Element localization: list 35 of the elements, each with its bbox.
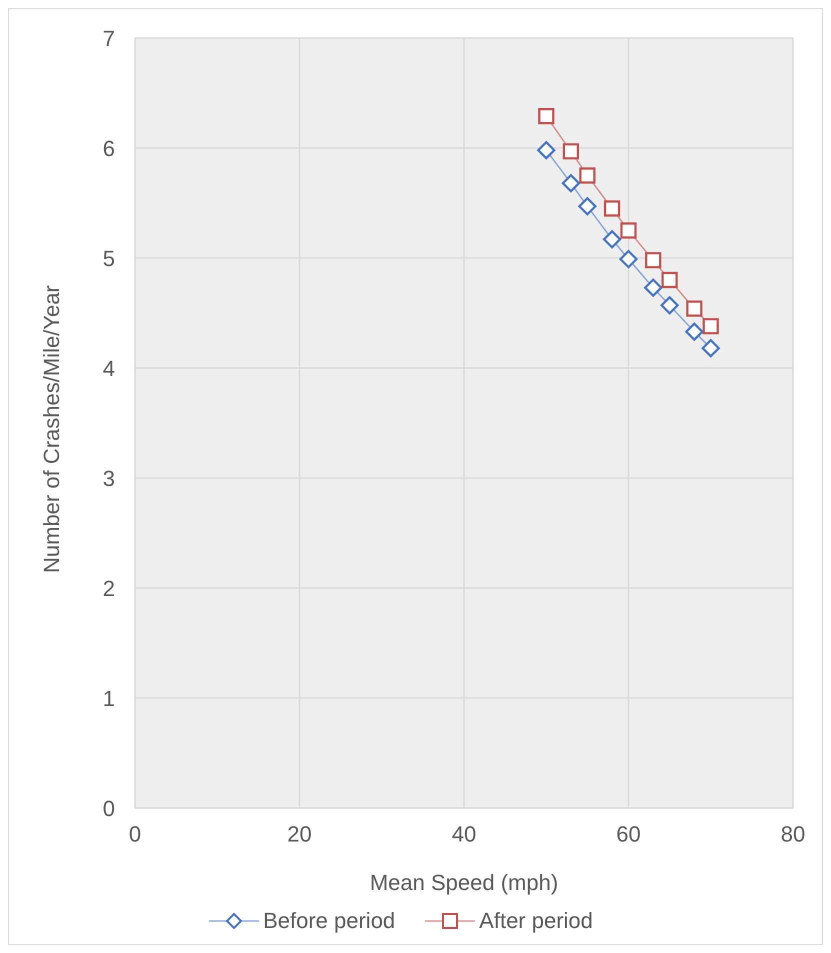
x-tick-label: 40 (452, 822, 476, 847)
x-tick-label: 60 (616, 822, 641, 847)
x-axis-title: Mean Speed (mph) (370, 870, 558, 895)
y-axis-title: Number of Crashes/Mile/Year (38, 285, 64, 573)
point (619, 250, 638, 268)
y-tick-label: 2 (102, 576, 115, 601)
y-tick-label: 7 (102, 26, 115, 51)
point (702, 339, 720, 358)
point (645, 252, 662, 268)
point (685, 322, 704, 341)
x-tick-label: 20 (287, 822, 312, 847)
y-tick-label: 5 (102, 246, 115, 271)
y-tick-label: 4 (102, 356, 115, 381)
point (562, 174, 580, 192)
y-tick-label: 3 (102, 466, 115, 491)
point (644, 278, 662, 297)
point (578, 197, 596, 216)
point (620, 222, 637, 239)
legend-label: After period (478, 908, 593, 934)
point (686, 300, 702, 317)
point (537, 141, 556, 160)
x-tick-label: 0 (128, 822, 142, 847)
y-tick-label: 0 (102, 796, 115, 821)
y-tick-label: 1 (102, 686, 115, 711)
point (602, 230, 622, 248)
point (702, 318, 719, 334)
legend-label: Before period (262, 908, 396, 934)
point (562, 143, 580, 160)
point (579, 167, 596, 184)
point (660, 296, 679, 314)
y-tick-label: 6 (102, 136, 115, 161)
point (538, 108, 554, 124)
x-tick-label: 80 (780, 822, 806, 847)
point (662, 272, 678, 288)
point (604, 200, 620, 217)
